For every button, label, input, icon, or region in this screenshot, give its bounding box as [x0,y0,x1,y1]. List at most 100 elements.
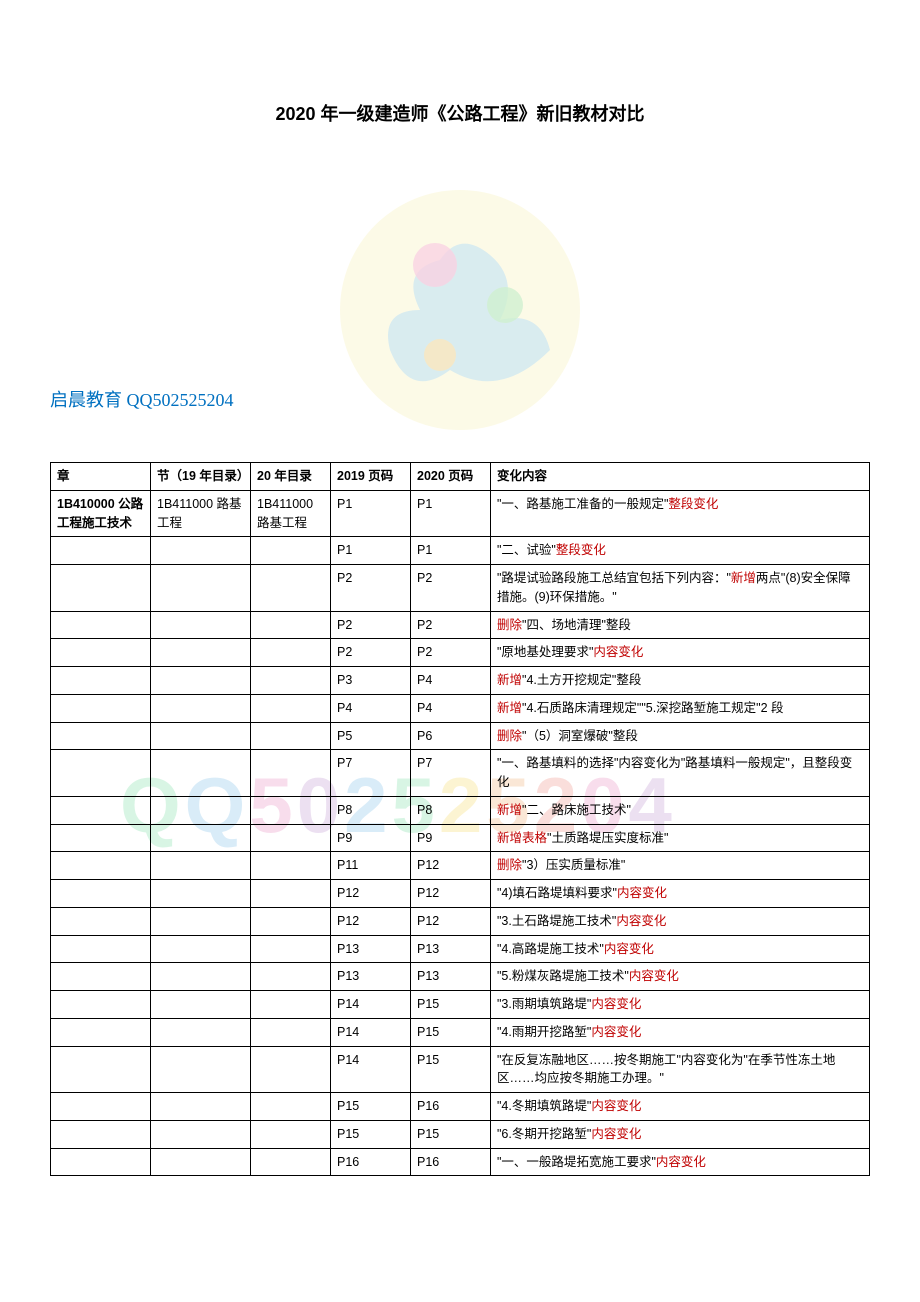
cell-section19 [151,694,251,722]
cell-section20 [251,1046,331,1093]
cell-change: "6.冬期开挖路堑"内容变化 [491,1120,870,1148]
cell-section20 [251,565,331,612]
cell-page19: P14 [331,1018,411,1046]
cell-section20 [251,722,331,750]
cell-section19 [151,667,251,695]
cell-change: 新增"二、路床施工技术" [491,796,870,824]
cell-section20 [251,1018,331,1046]
cell-chapter [51,694,151,722]
cell-page19: P7 [331,750,411,797]
cell-section19 [151,880,251,908]
page-title: 2020 年一级建造师《公路工程》新旧教材对比 [50,100,870,126]
table-row: P2P2删除"四、场地清理"整段 [51,611,870,639]
cell-page20: P7 [411,750,491,797]
cell-page20: P2 [411,565,491,612]
cell-page19: P5 [331,722,411,750]
cell-change: 删除"3）压实质量标准" [491,852,870,880]
cell-page20: P12 [411,880,491,908]
cell-change: 新增表格"土质路堤压实度标准" [491,824,870,852]
cell-page19: P1 [331,537,411,565]
cell-section20 [251,1093,331,1121]
cell-page19: P12 [331,907,411,935]
cell-change: "一、路基填料的选择"内容变化为"路基填料一般规定"，且整段变化 [491,750,870,797]
cell-chapter [51,880,151,908]
cell-page20: P4 [411,667,491,695]
col-change: 变化内容 [491,463,870,491]
cell-chapter [51,991,151,1019]
cell-section20 [251,611,331,639]
cell-chapter [51,1120,151,1148]
cell-page20: P13 [411,963,491,991]
cell-section20 [251,935,331,963]
table-row: P12P12"3.土石路堤施工技术"内容变化 [51,907,870,935]
cell-section20 [251,1148,331,1176]
cell-page20: P9 [411,824,491,852]
cell-page19: P9 [331,824,411,852]
cell-chapter [51,935,151,963]
table-row: P13P13"4.高路堤施工技术"内容变化 [51,935,870,963]
cell-page20: P16 [411,1093,491,1121]
cell-chapter [51,796,151,824]
cell-page19: P14 [331,991,411,1019]
table-row: P12P12"4)填石路堤填料要求"内容变化 [51,880,870,908]
cell-section20 [251,796,331,824]
cell-section19 [151,852,251,880]
cell-section19 [151,1018,251,1046]
cell-section20 [251,537,331,565]
table-row: P7P7"一、路基填料的选择"内容变化为"路基填料一般规定"，且整段变化 [51,750,870,797]
cell-section19 [151,824,251,852]
cell-change: "3.土石路堤施工技术"内容变化 [491,907,870,935]
cell-chapter [51,824,151,852]
col-section20: 20 年目录 [251,463,331,491]
cell-section19 [151,1046,251,1093]
table-row: P15P16"4.冬期填筑路堤"内容变化 [51,1093,870,1121]
cell-page19: P15 [331,1120,411,1148]
cell-page19: P1 [331,490,411,537]
cell-page20: P15 [411,1120,491,1148]
cell-section20 [251,694,331,722]
cell-section20 [251,963,331,991]
table-row: P14P15"在反复冻融地区……按冬期施工"内容变化为"在季节性冻土地区……均应… [51,1046,870,1093]
comparison-table: 章 节（19 年目录） 20 年目录 2019 页码 2020 页码 变化内容 … [50,462,870,1176]
cell-page20: P15 [411,1046,491,1093]
cell-page19: P15 [331,1093,411,1121]
cell-chapter [51,1093,151,1121]
cell-chapter [51,611,151,639]
cell-page20: P6 [411,722,491,750]
cell-page20: P1 [411,490,491,537]
cell-page19: P13 [331,963,411,991]
cell-change: 删除"（5）洞室爆破"整段 [491,722,870,750]
cell-change: 删除"四、场地清理"整段 [491,611,870,639]
cell-page20: P13 [411,935,491,963]
cell-page19: P2 [331,639,411,667]
cell-change: "5.粉煤灰路堤施工技术"内容变化 [491,963,870,991]
cell-page19: P14 [331,1046,411,1093]
cell-page20: P12 [411,907,491,935]
cell-page19: P8 [331,796,411,824]
cell-chapter: 1B410000 公路工程施工技术 [51,490,151,537]
table-row: P15P15"6.冬期开挖路堑"内容变化 [51,1120,870,1148]
cell-change: "4.雨期开挖路堑"内容变化 [491,1018,870,1046]
cell-change: 新增"4.石质路床清理规定""5.深挖路堑施工规定"2 段 [491,694,870,722]
cell-section19 [151,639,251,667]
cell-section19 [151,722,251,750]
table-row: P16P16"一、一般路堤拓宽施工要求"内容变化 [51,1148,870,1176]
cell-section19 [151,611,251,639]
table-row: P2P2"原地基处理要求"内容变化 [51,639,870,667]
cell-section19 [151,1148,251,1176]
col-chapter: 章 [51,463,151,491]
cell-page20: P8 [411,796,491,824]
cell-page20: P2 [411,611,491,639]
cell-page20: P1 [411,537,491,565]
cell-page20: P12 [411,852,491,880]
cell-section19: 1B411000 路基工程 [151,490,251,537]
cell-page19: P2 [331,611,411,639]
cell-section19 [151,1120,251,1148]
cell-section19 [151,907,251,935]
cell-section20 [251,750,331,797]
cell-page20: P15 [411,1018,491,1046]
cell-section19 [151,1093,251,1121]
cell-change: "原地基处理要求"内容变化 [491,639,870,667]
cell-page20: P2 [411,639,491,667]
cell-change: "在反复冻融地区……按冬期施工"内容变化为"在季节性冻土地区……均应按冬期施工办… [491,1046,870,1093]
